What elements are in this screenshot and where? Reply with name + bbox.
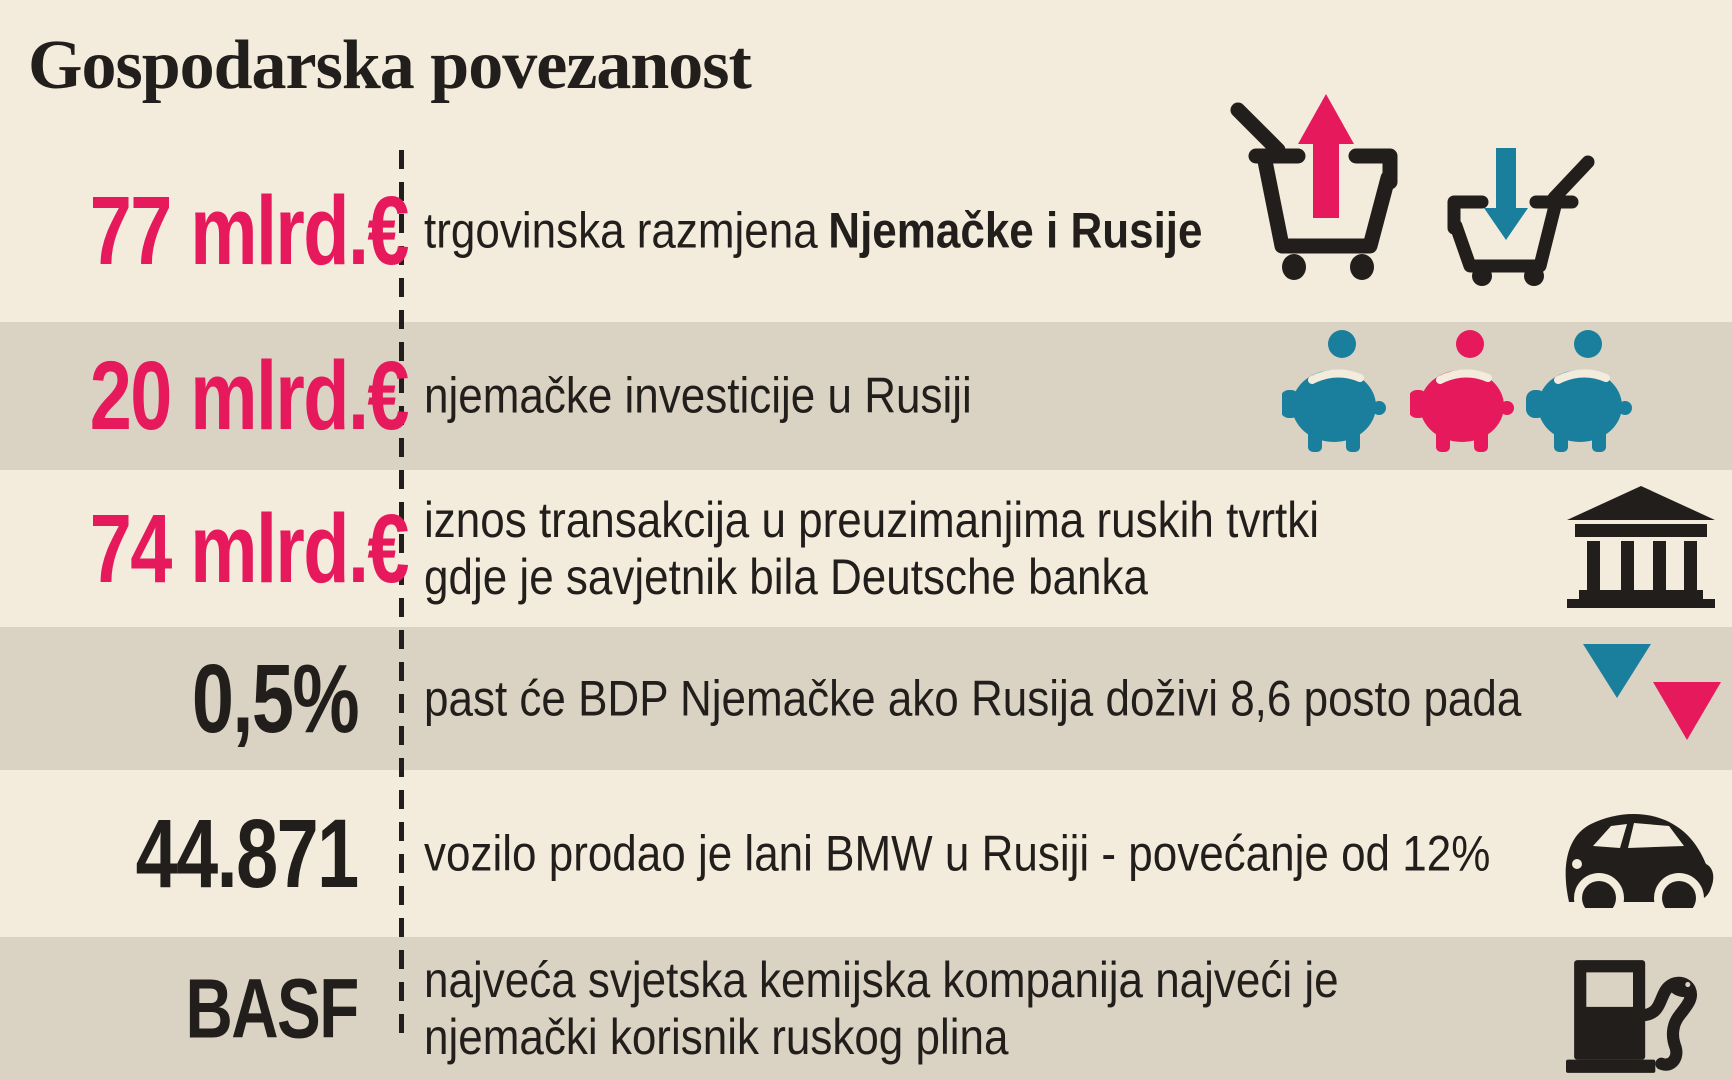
piggy-bank-teal-icon xyxy=(1526,328,1636,454)
stat-row-bdp: 0,5% past će BDP Njemačke ako Rusija dož… xyxy=(0,627,1732,770)
dashed-divider xyxy=(399,150,404,1037)
stat-value: 44.871 xyxy=(135,798,360,908)
stat-text-line1: najveća svjetska kemijska kompanija najv… xyxy=(424,951,1339,1008)
page-title: Gospodarska povezanost xyxy=(28,27,752,104)
stat-description: past će BDP Njemačke ako Rusija doživi 8… xyxy=(424,670,1522,726)
stat-text-bold: Njemačke i Rusije xyxy=(828,202,1203,259)
piggy-bank-teal-icon xyxy=(1280,328,1388,454)
cart-down-arrow-icon xyxy=(1438,148,1600,286)
stat-row-investments: 20 mlrd.€ njemačke investicije u Rusiji xyxy=(0,322,1732,470)
stat-text-line1: iznos transakcija u preuzimanjima ruskih… xyxy=(424,491,1319,548)
gas-pump-icon xyxy=(1566,956,1700,1074)
stat-value: BASF xyxy=(185,961,360,1055)
piggy-bank-pink-icon xyxy=(1408,328,1516,454)
triangle-down-pink-icon xyxy=(1653,682,1721,740)
triangle-down-teal-icon xyxy=(1583,644,1651,698)
stat-value: 77 mlrd.€ xyxy=(89,176,410,285)
car-icon xyxy=(1556,806,1718,923)
bank-building-icon xyxy=(1563,486,1719,608)
stat-row-bmw: 44.871 vozilo prodao je lani BMW u Rusij… xyxy=(0,770,1732,937)
stat-description: trgovinska razmjena Njemačke i Rusije xyxy=(424,203,1202,260)
stat-description: njemačke investicije u Rusiji xyxy=(424,367,972,424)
stat-text-line2: gdje je savjetnik bila Deutsche banka xyxy=(424,548,1149,605)
stat-row-transactions: 74 mlrd.€ iznos transakcija u preuzimanj… xyxy=(0,470,1732,627)
stat-description: iznos transakcija u preuzimanjima ruskih… xyxy=(424,492,1319,606)
stat-row-basf: BASF najveća svjetska kemijska kompanija… xyxy=(0,937,1732,1080)
stat-description: vozilo prodao je lani BMW u Rusiji - pov… xyxy=(424,825,1491,881)
row-stripe xyxy=(0,627,1732,770)
stat-value: 20 mlrd.€ xyxy=(89,341,410,450)
stat-text: trgovinska razmjena xyxy=(424,202,818,259)
stat-value: 74 mlrd.€ xyxy=(89,493,410,603)
stat-value: 0,5% xyxy=(191,643,360,753)
cart-up-arrow-icon xyxy=(1228,86,1418,286)
stat-description: najveća svjetska kemijska kompanija najv… xyxy=(424,952,1339,1066)
stat-row-trade: 77 mlrd.€ trgovinska razmjena Njemačke i … xyxy=(0,140,1732,322)
row-stripe xyxy=(0,937,1732,1080)
stat-text-line2: njemački korisnik ruskog plina xyxy=(424,1008,1009,1065)
